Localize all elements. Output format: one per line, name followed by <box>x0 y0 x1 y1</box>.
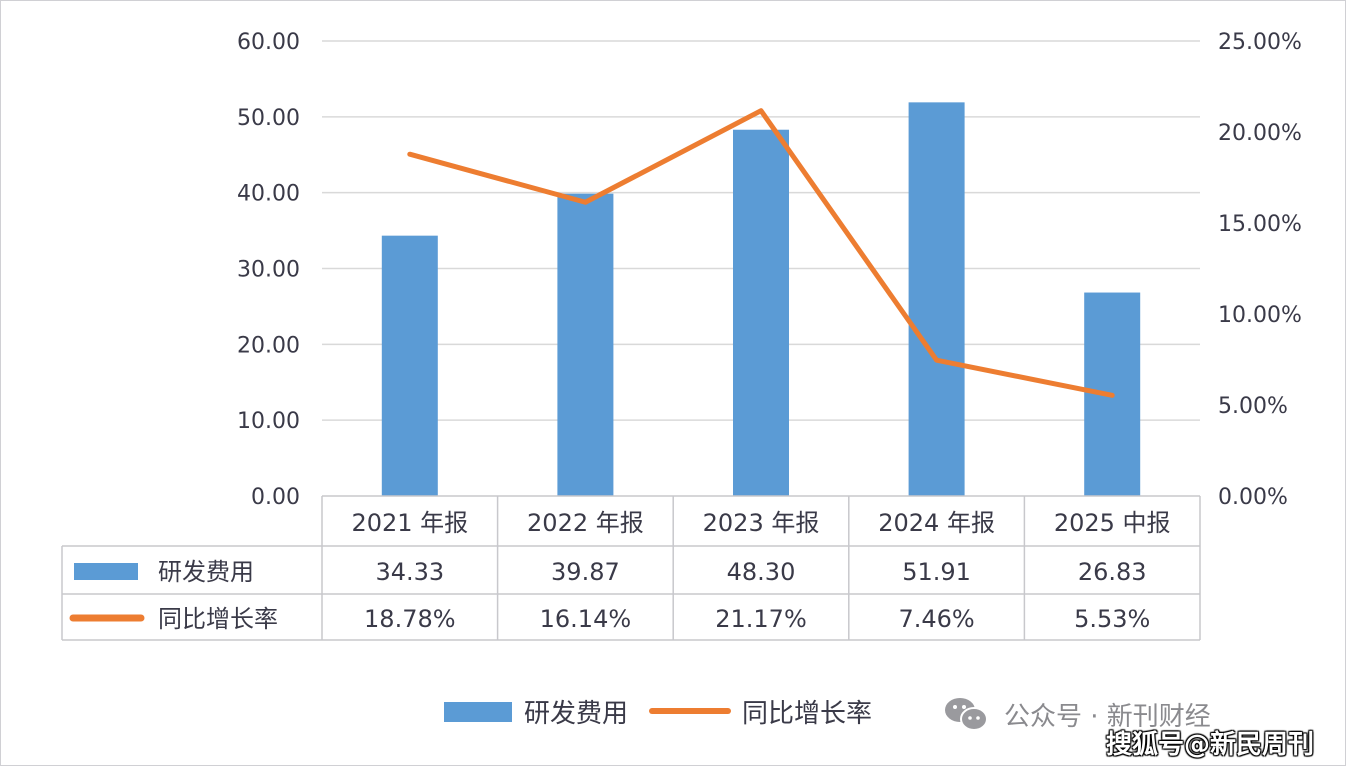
data-label: 7.46% <box>898 605 974 633</box>
right-axis-tick-label: 5.00% <box>1218 394 1288 419</box>
wechat-icon <box>945 698 988 731</box>
bar <box>381 235 438 496</box>
legend-label: 研发费用 <box>524 699 628 729</box>
left-axis-tick-label: 50.00 <box>237 106 300 131</box>
right-axis-tick-label: 10.00% <box>1218 303 1302 328</box>
category-label: 2024 年报 <box>878 509 995 537</box>
legend-swatch-bar <box>444 702 512 722</box>
watermark-account: 公众号 · 新刊财经 <box>942 694 1211 734</box>
category-label: 2022 年报 <box>527 509 644 537</box>
data-label: 18.78% <box>364 605 456 633</box>
left-axis-tick-label: 0.00 <box>251 485 300 510</box>
data-label: 16.14% <box>540 605 632 633</box>
left-axis-tick-label: 60.00 <box>237 30 300 55</box>
left-axis-tick-label: 30.00 <box>237 258 300 283</box>
watermark-source: 搜狐号@新民周刊 <box>1106 730 1315 760</box>
right-axis-tick-label: 15.00% <box>1218 212 1302 237</box>
data-label: 21.17% <box>715 605 807 633</box>
data-label: 39.87 <box>551 558 620 586</box>
data-label: 48.30 <box>727 558 796 586</box>
right-axis-tick-label: 0.00% <box>1218 485 1288 510</box>
bar <box>733 129 789 496</box>
data-label: 51.91 <box>902 558 971 586</box>
category-label: 2021 年报 <box>351 509 468 537</box>
data-label: 5.53% <box>1074 605 1150 633</box>
category-label: 2023 年报 <box>703 509 820 537</box>
row-label: 研发费用 <box>158 558 254 586</box>
right-axis-tick-label: 25.00% <box>1218 30 1302 55</box>
data-label: 26.83 <box>1078 558 1147 586</box>
right-axis-tick-label: 20.00% <box>1218 121 1302 146</box>
row-label: 同比增长率 <box>158 605 278 633</box>
legend-swatch-bar <box>74 563 138 580</box>
legend-label: 同比增长率 <box>742 699 872 729</box>
category-label: 2025 中报 <box>1054 509 1171 537</box>
bar <box>908 102 965 496</box>
left-axis-tick-label: 10.00 <box>237 409 300 434</box>
data-label: 34.33 <box>375 558 444 586</box>
left-axis-tick-label: 40.00 <box>237 182 300 207</box>
left-axis-tick-label: 20.00 <box>237 333 300 358</box>
bar <box>557 193 614 496</box>
